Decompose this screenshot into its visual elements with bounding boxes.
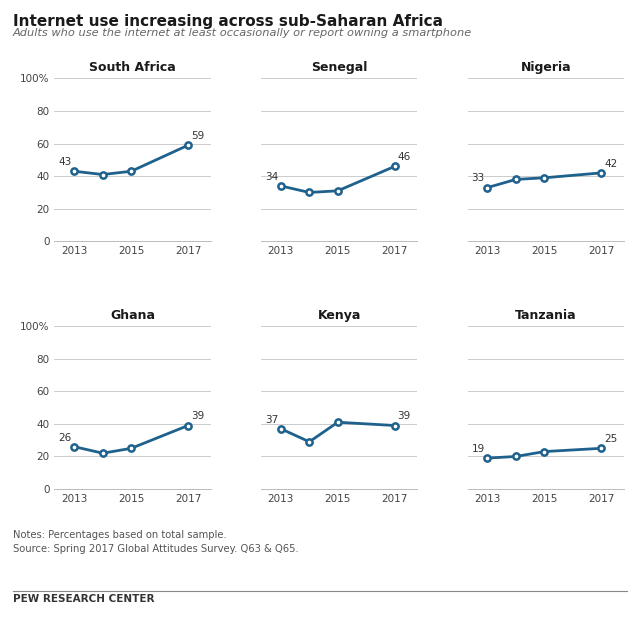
- Text: 33: 33: [471, 174, 484, 184]
- Title: Tanzania: Tanzania: [515, 309, 577, 322]
- Title: South Africa: South Africa: [89, 61, 176, 75]
- Text: 42: 42: [604, 159, 618, 169]
- Text: 34: 34: [265, 172, 278, 182]
- Title: Senegal: Senegal: [311, 61, 367, 75]
- Text: 43: 43: [58, 157, 72, 167]
- Text: Notes: Percentages based on total sample.
Source: Spring 2017 Global Attitudes S: Notes: Percentages based on total sample…: [13, 530, 298, 554]
- Title: Kenya: Kenya: [317, 309, 361, 322]
- Text: 25: 25: [604, 435, 618, 445]
- Text: 39: 39: [191, 411, 204, 421]
- Text: 37: 37: [265, 414, 278, 424]
- Text: 19: 19: [471, 444, 484, 454]
- Title: Nigeria: Nigeria: [520, 61, 571, 75]
- Text: 46: 46: [397, 152, 411, 162]
- Text: 39: 39: [397, 411, 411, 421]
- Text: Adults who use the internet at least occasionally or report owning a smartphone: Adults who use the internet at least occ…: [13, 28, 472, 38]
- Title: Ghana: Ghana: [110, 309, 155, 322]
- Text: 59: 59: [191, 131, 204, 141]
- Text: Internet use increasing across sub-Saharan Africa: Internet use increasing across sub-Sahar…: [13, 14, 443, 29]
- Text: 26: 26: [58, 433, 72, 443]
- Text: PEW RESEARCH CENTER: PEW RESEARCH CENTER: [13, 594, 154, 604]
